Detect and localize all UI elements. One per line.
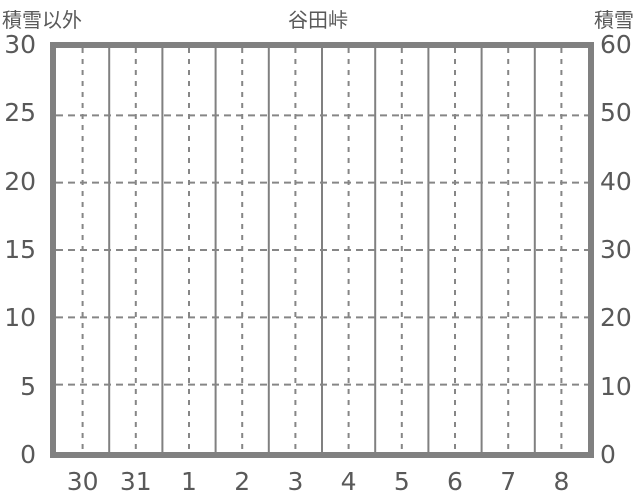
right-y-tick-label: 20: [600, 303, 632, 333]
x-tick-label: 6: [447, 467, 463, 496]
right-y-tick-label: 40: [600, 166, 632, 196]
left-y-tick-label: 15: [4, 235, 36, 264]
x-tick-label: 8: [553, 467, 570, 496]
left-axis-title: 積雪以外: [2, 8, 82, 32]
x-tick-label: 3: [287, 467, 304, 496]
left-y-tick-label: 25: [4, 98, 36, 128]
x-tick-label: 4: [340, 467, 357, 496]
right-y-tick-label: 10: [600, 371, 632, 401]
x-tick-label: 1: [181, 467, 197, 496]
gridlines-svg: [56, 48, 588, 452]
chart-title: 谷田峠: [288, 8, 348, 32]
left-y-tick-label: 20: [4, 166, 36, 196]
plot-area: [50, 42, 594, 458]
x-tick-label: 31: [119, 467, 152, 496]
right-y-tick-label: 50: [600, 98, 632, 128]
left-y-tick-label: 10: [4, 303, 36, 333]
x-axis-ticks: 30 31 1 2 3 4 5 6 7 8: [56, 467, 588, 497]
left-y-tick-label: 5: [20, 371, 36, 401]
x-tick-label: 2: [234, 467, 251, 496]
right-axis-ticks: 60 50 40 30 20 10 0: [600, 0, 636, 501]
right-y-tick-label: 0: [600, 440, 616, 469]
x-tick-label: 30: [66, 467, 99, 496]
right-axis-title: 積雪: [594, 8, 634, 32]
right-y-tick-label: 30: [600, 235, 632, 264]
x-tick-label: 5: [393, 467, 410, 496]
right-y-tick-label: 60: [600, 30, 632, 59]
left-axis-ticks: 30 25 20 15 10 5 0: [0, 0, 36, 501]
left-y-tick-label: 0: [20, 440, 36, 469]
left-y-tick-label: 30: [4, 30, 36, 59]
x-tick-label: 7: [500, 467, 517, 496]
